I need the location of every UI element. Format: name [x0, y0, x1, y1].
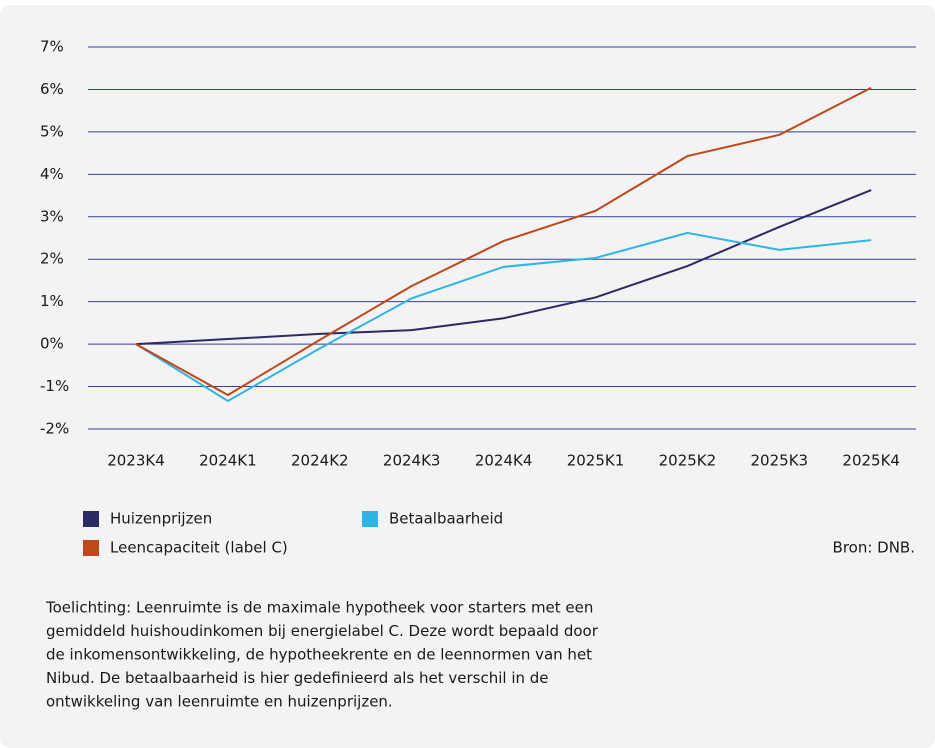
legend-label: Leencapaciteit (label C) — [110, 539, 288, 557]
y-tick-label: 0% — [40, 335, 64, 353]
x-tick-label: 2023K4 — [107, 452, 165, 470]
y-tick-label: 3% — [40, 207, 64, 225]
y-tick-label: -2% — [40, 420, 69, 438]
x-tick-label: 2025K1 — [567, 452, 625, 470]
x-tick-label: 2024K4 — [475, 452, 533, 470]
note-line: gemiddeld huishoudinkomen bij energielab… — [46, 622, 599, 640]
y-tick-label: 2% — [40, 250, 64, 268]
panel — [0, 5, 935, 748]
note-line: ontwikkeling van leenruimte en huizenpri… — [46, 693, 393, 711]
y-tick-label: 5% — [40, 122, 64, 140]
series-line — [135, 86, 872, 397]
legend-swatch — [83, 540, 99, 556]
legend-swatch — [362, 511, 378, 527]
x-tick-label: 2024K3 — [383, 452, 441, 470]
x-tick-label: 2025K3 — [751, 452, 809, 470]
series-line — [135, 189, 872, 346]
legend-label: Huizenprijzen — [110, 510, 212, 528]
x-tick-label: 2024K1 — [199, 452, 257, 470]
source: Bron: DNB. — [833, 539, 915, 557]
y-tick-label: -1% — [40, 377, 69, 395]
y-tick-label: 1% — [40, 292, 64, 310]
legend-label: Betaalbaarheid — [389, 510, 503, 528]
y-tick-label: 4% — [40, 165, 64, 183]
series-line — [135, 231, 872, 403]
y-tick-label: 6% — [40, 80, 64, 98]
note-line: Nibud. De betaalbaarheid is hier gedefin… — [46, 669, 549, 687]
x-tick-label: 2025K4 — [842, 452, 900, 470]
y-tick-label: 7% — [40, 38, 64, 56]
legend-swatch — [83, 511, 99, 527]
x-tick-label: 2024K2 — [291, 452, 349, 470]
note-line: Toelichting: Leenruimte is de maximale h… — [45, 599, 593, 617]
note-line: de inkomensontwikkeling, de hypotheekren… — [46, 646, 592, 664]
x-tick-label: 2025K2 — [659, 452, 717, 470]
